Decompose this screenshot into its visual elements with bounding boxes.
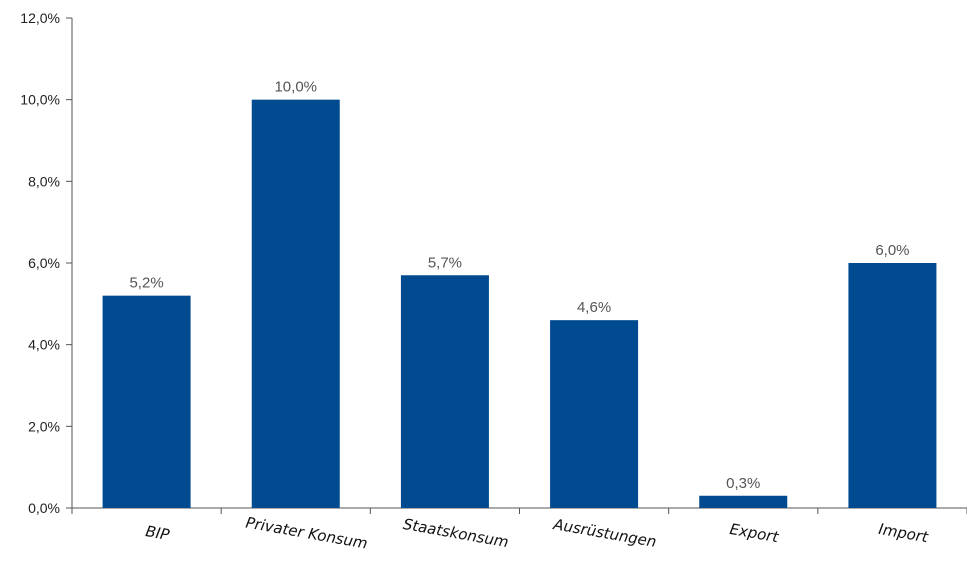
data-label: 4,6% xyxy=(577,299,611,316)
bar-4 xyxy=(699,495,788,508)
bar-0 xyxy=(102,295,191,508)
y-tick-label: 12,0% xyxy=(20,10,60,26)
category-label: Staatskonsum xyxy=(402,515,510,551)
data-label: 5,2% xyxy=(129,275,163,292)
y-tick-label: 8,0% xyxy=(28,173,60,189)
y-tick-label: 10,0% xyxy=(20,92,60,108)
category-label: Import xyxy=(877,520,930,547)
data-label: 10,0% xyxy=(274,79,317,96)
bar-2 xyxy=(400,275,489,508)
bar-3 xyxy=(550,320,639,508)
data-label: 6,0% xyxy=(875,242,909,259)
y-tick-label: 4,0% xyxy=(28,337,60,353)
category-label: Export xyxy=(728,520,781,546)
y-tick-label: 2,0% xyxy=(28,418,60,434)
bar-1 xyxy=(251,99,340,509)
y-tick-label: 0,0% xyxy=(28,500,60,516)
data-label: 0,3% xyxy=(726,475,760,492)
category-label: BIP xyxy=(144,522,171,544)
category-label: Ausrüstungen xyxy=(551,515,658,551)
data-label: 5,7% xyxy=(428,254,462,271)
bar-5 xyxy=(848,263,937,508)
y-tick-label: 6,0% xyxy=(28,255,60,271)
category-label: Privater Konsum xyxy=(244,513,369,552)
